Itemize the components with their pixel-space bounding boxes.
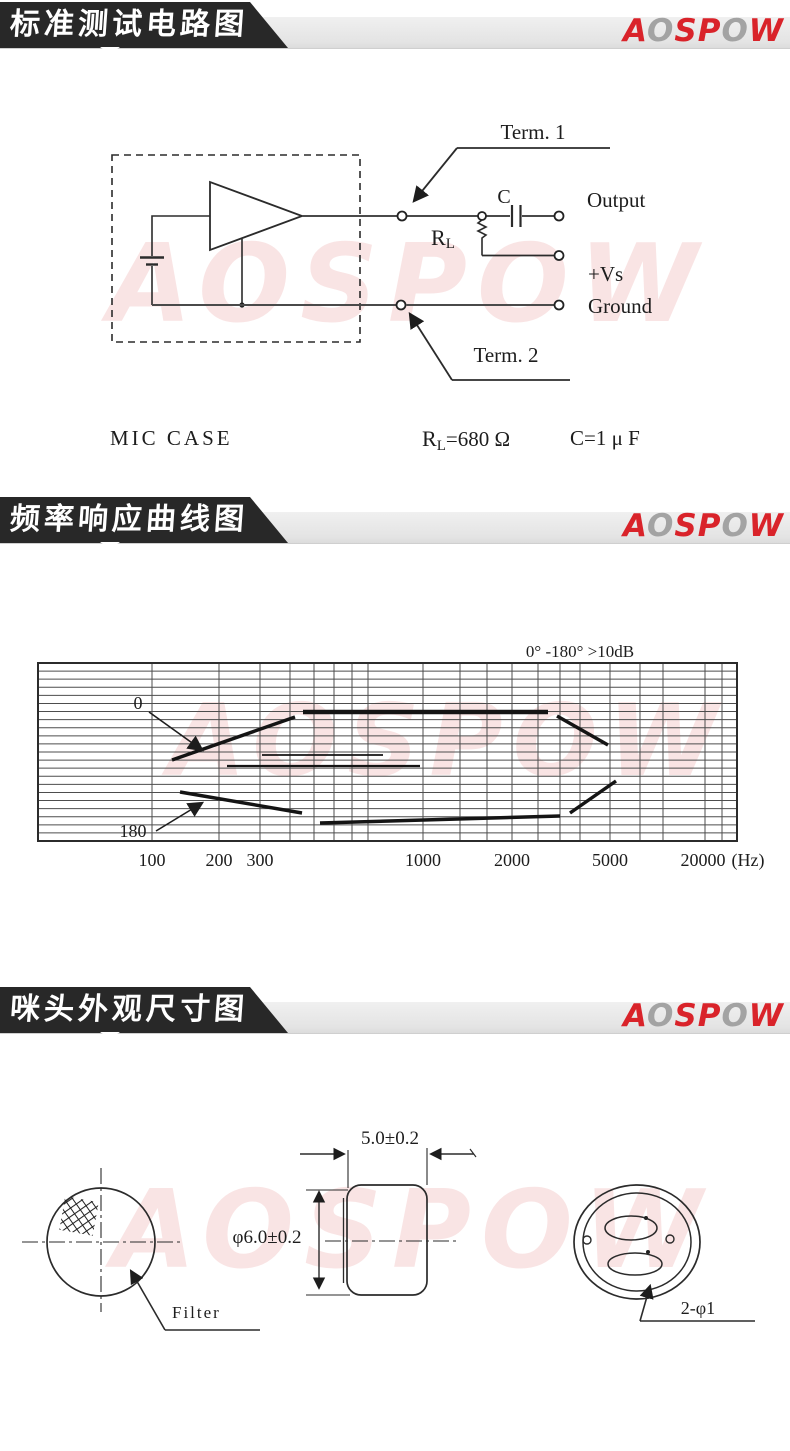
x-axis-unit: (Hz)	[732, 850, 765, 871]
capsule-body	[346, 1184, 428, 1296]
cap-label: C	[497, 186, 510, 208]
amplifier-symbol	[209, 180, 305, 308]
junction-node	[477, 211, 487, 221]
output-label: Output	[587, 188, 646, 212]
logo-letter: P	[697, 13, 722, 49]
load-resistor-symbol	[476, 219, 555, 257]
holes-dimension-label: 2-φ1	[681, 1298, 715, 1318]
ground-label: Ground	[588, 294, 653, 318]
tick-300: 300	[247, 850, 274, 870]
logo-letter: S	[674, 998, 698, 1034]
term1-callout: Term. 1	[412, 120, 610, 203]
header-banner: 咪头外观尺寸图	[0, 987, 288, 1033]
header-test-circuit: 标准测试电路图 AOSPOW	[0, 2, 790, 54]
section-title-dimensions: 咪头外观尺寸图	[8, 992, 250, 1027]
logo-letter: A	[622, 998, 648, 1034]
dimension-tick	[469, 1148, 477, 1158]
logo-letter: O	[721, 998, 749, 1034]
banner-notch	[100, 542, 120, 549]
header-banner: 标准测试电路图	[0, 2, 288, 48]
aospow-logo: AOSPOW	[623, 13, 784, 49]
curve-0-label: 0	[134, 693, 143, 713]
header-banner: 频率响应曲线图	[0, 497, 288, 543]
aospow-logo: AOSPOW	[623, 508, 784, 544]
pad-dot-top	[644, 1216, 648, 1220]
tick-2000: 2000	[494, 850, 530, 870]
vs-label: +Vs	[588, 262, 623, 286]
vs-node	[553, 250, 565, 261]
curve-180-label: 180	[120, 821, 147, 841]
mic-case-dashed-box	[111, 154, 361, 343]
aospow-logo: AOSPOW	[623, 998, 784, 1034]
section-title-test-circuit: 标准测试电路图	[8, 7, 250, 42]
chart-annotation: 0° -180° >10dB	[526, 642, 634, 661]
logo-letter: O	[647, 998, 675, 1034]
ground-node	[553, 299, 565, 311]
term1-arrow	[412, 147, 458, 203]
term2-node	[395, 299, 407, 311]
term1-label: Term. 1	[500, 120, 565, 144]
logo-letter: O	[647, 13, 675, 49]
output-node	[553, 210, 565, 222]
filter-hatch-patch	[59, 1196, 99, 1236]
tick-5000: 5000	[592, 850, 628, 870]
hole-left	[582, 1235, 592, 1245]
diameter-dimension-label: φ6.0±0.2	[233, 1227, 302, 1248]
response-curves	[171, 709, 617, 825]
logo-letter: O	[647, 508, 675, 544]
term2-callout: Term. 2	[408, 311, 570, 381]
side-view: 5.0±0.2	[300, 1128, 477, 1296]
logo-letter: O	[721, 13, 749, 49]
logo-letter: S	[674, 508, 698, 544]
hole-right	[665, 1234, 675, 1244]
frequency-response-chart: 0° -180° >10dB 0 180 100 200 300 1000 20…	[37, 642, 765, 871]
logo-letter: A	[622, 13, 648, 49]
solder-pad-top	[604, 1215, 658, 1241]
cap-value-label: C=1 μ F	[570, 426, 640, 450]
chart-vertical-gridlines	[151, 663, 723, 841]
solder-pad-bottom	[607, 1252, 663, 1276]
logo-letter: W	[748, 998, 784, 1034]
capacitor-symbol	[510, 205, 522, 227]
holes-arrow	[639, 1283, 654, 1322]
filter-arrow	[129, 1269, 166, 1331]
logo-letter: P	[697, 508, 722, 544]
mic-case-label: MIC CASE	[110, 426, 233, 450]
tick-20000: 20000	[681, 850, 726, 870]
logo-letter: A	[622, 508, 648, 544]
tick-100: 100	[139, 850, 166, 870]
back-view: 2-φ1	[573, 1184, 755, 1322]
test-circuit-diagram: Term. 1 Term. 2 C RL Output +Vs Ground M…	[110, 120, 653, 454]
logo-letter: O	[721, 508, 749, 544]
width-dimension-label: 5.0±0.2	[361, 1128, 419, 1149]
tick-200: 200	[206, 850, 233, 870]
x-axis-tick-labels: 100 200 300 1000 2000 5000 20000 (Hz)	[139, 850, 765, 871]
dimension-drawings: Filter φ6.0±0.2 5.0±0.2	[22, 1128, 755, 1331]
logo-letter: P	[697, 998, 722, 1034]
term1-node	[396, 210, 408, 222]
header-dimensions: 咪头外观尺寸图 AOSPOW	[0, 987, 790, 1039]
logo-letter: W	[748, 13, 784, 49]
chart-frame	[37, 662, 738, 842]
term2-arrow	[408, 311, 453, 381]
rl-label: RL	[431, 225, 455, 252]
pad-dot-bottom	[646, 1250, 650, 1254]
banner-notch	[100, 47, 120, 54]
header-frequency-response: 频率响应曲线图 AOSPOW	[0, 497, 790, 549]
capsule-source-symbol	[140, 215, 210, 305]
logo-letter: S	[674, 13, 698, 49]
circuit-wires	[152, 215, 555, 306]
banner-notch	[100, 1032, 120, 1039]
rl-value-label: RL=680 Ω	[422, 426, 510, 454]
curve-pointer-arrows	[148, 711, 205, 832]
logo-letter: W	[748, 508, 784, 544]
filter-label: Filter	[172, 1303, 221, 1322]
front-view: Filter	[22, 1168, 260, 1331]
chart-horizontal-gridlines	[38, 670, 737, 834]
section-title-frequency-response: 频率响应曲线图	[8, 502, 250, 537]
tick-1000: 1000	[405, 850, 441, 870]
term2-label: Term. 2	[473, 343, 538, 367]
